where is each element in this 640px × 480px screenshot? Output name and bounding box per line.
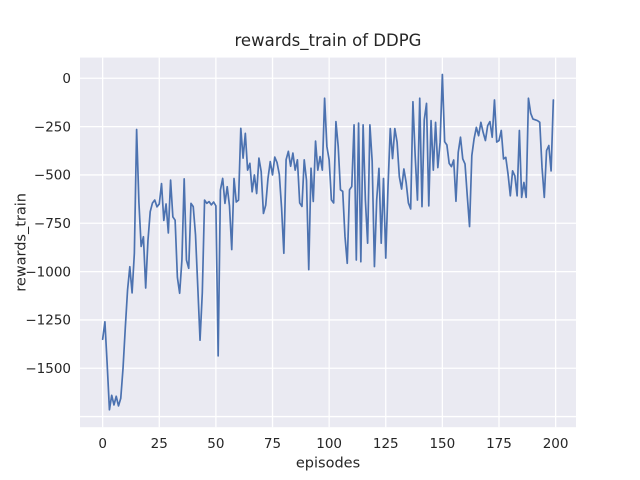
- x-axis-label: episodes: [296, 456, 360, 472]
- x-tick-label: 175: [486, 436, 512, 452]
- y-tick-label: −1000: [25, 264, 71, 280]
- x-tick-label: 100: [316, 436, 342, 452]
- y-tick-label: −750: [34, 216, 71, 232]
- x-tick-label: 200: [543, 436, 569, 452]
- line-series: [101, 73, 555, 411]
- x-tick-label: 125: [373, 436, 399, 452]
- y-tick-label: −500: [34, 168, 71, 184]
- y-tick-label: 0: [62, 71, 71, 87]
- y-axis-label: rewards_train: [14, 193, 30, 292]
- series-layer: [101, 73, 555, 411]
- y-tick-label: −1250: [25, 313, 71, 329]
- x-tick-label: 75: [264, 436, 281, 452]
- plot-area: [80, 57, 576, 428]
- x-tick-label: 0: [98, 436, 107, 452]
- chart-title: rewards_train of DDPG: [235, 31, 422, 51]
- x-tick-label: 50: [207, 436, 224, 452]
- x-tick-label: 150: [429, 436, 455, 452]
- tick-layer: 0 25 50 75 100 125 150 175 200 0 −250 −500 −750 −1000…: [25, 71, 568, 452]
- x-tick-label: 25: [151, 436, 168, 452]
- y-tick-label: −1500: [25, 361, 71, 377]
- y-tick-label: −250: [34, 119, 71, 135]
